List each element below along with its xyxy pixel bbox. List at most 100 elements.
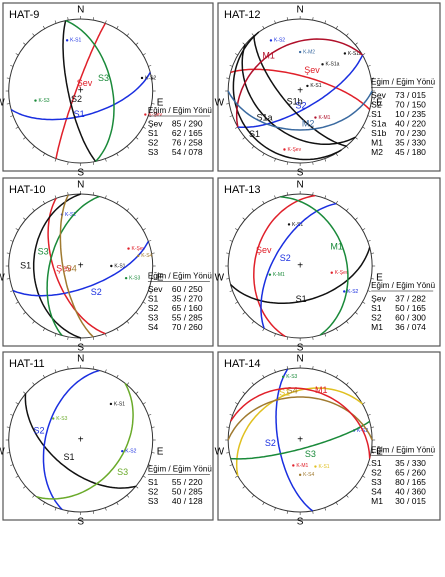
pole xyxy=(52,417,55,420)
great-circle xyxy=(24,393,137,489)
tick xyxy=(362,53,366,56)
tick xyxy=(23,42,26,45)
tick xyxy=(324,507,327,511)
compass-label: S xyxy=(77,343,84,354)
table-header: Eğim / Eğim Yönü xyxy=(148,465,212,474)
great-circle xyxy=(32,193,81,339)
pole xyxy=(65,39,69,42)
tick xyxy=(116,153,119,157)
plane-label: S1a xyxy=(256,112,272,122)
tick xyxy=(142,402,146,405)
row-value: 60 / 300 xyxy=(395,312,426,322)
compass-label: N xyxy=(77,5,84,16)
compass-label: E xyxy=(157,273,164,284)
tick xyxy=(346,208,349,212)
row-name: S1 xyxy=(371,109,382,119)
panel-border xyxy=(2,351,214,521)
great-circle xyxy=(47,197,106,335)
tick xyxy=(335,153,338,157)
pole-label: K-S1 xyxy=(114,263,125,269)
tick xyxy=(226,278,230,280)
tick xyxy=(324,20,327,24)
tick xyxy=(251,382,255,386)
tick xyxy=(286,336,288,340)
tick xyxy=(135,42,139,45)
pole-label: K-S1 xyxy=(292,222,303,228)
tick xyxy=(346,494,349,498)
tick xyxy=(367,65,371,67)
row-name: S2 xyxy=(148,137,159,147)
row-value: 50 / 285 xyxy=(172,486,203,496)
tick xyxy=(54,195,57,199)
tick xyxy=(242,391,246,394)
panel-border xyxy=(2,177,214,347)
tick xyxy=(274,507,276,511)
pole xyxy=(292,464,295,467)
tick xyxy=(286,17,288,21)
tick xyxy=(370,252,375,254)
tick xyxy=(151,426,155,428)
pole-label: K-M1 xyxy=(273,272,285,278)
row-name: Şev xyxy=(371,293,386,303)
tick xyxy=(6,426,10,428)
tick xyxy=(32,208,35,212)
compass-label: W xyxy=(215,273,225,284)
tick xyxy=(54,507,57,511)
tick xyxy=(262,200,265,204)
row-name: S1 xyxy=(148,293,159,303)
center-mark: + xyxy=(297,261,303,272)
tick xyxy=(262,502,265,506)
tick xyxy=(229,290,233,292)
plane-label: Şev xyxy=(304,65,320,75)
pole-label: K-S3 xyxy=(56,416,67,422)
tick xyxy=(335,328,338,332)
panel: HAT-12 + N E S W Şev K-Şev S2 K-S2 S1 K-S1 S1a K-S1a S… xyxy=(215,2,441,179)
tick xyxy=(367,115,371,117)
compass-label: S xyxy=(77,517,84,528)
tick xyxy=(142,301,146,304)
pole xyxy=(298,473,302,477)
tick xyxy=(346,33,349,37)
tick xyxy=(286,161,288,165)
tick xyxy=(370,452,375,454)
tick xyxy=(274,158,276,162)
table-header: Eğim / Eğim Yönü xyxy=(371,446,435,455)
plane-label: S2 xyxy=(280,253,291,263)
great-circle xyxy=(230,68,371,111)
great-circle xyxy=(10,72,151,121)
tick xyxy=(10,65,14,67)
tick xyxy=(355,137,358,140)
plane-label: M1 xyxy=(315,385,328,395)
pole xyxy=(121,449,124,453)
tick xyxy=(335,374,338,378)
compass-label: N xyxy=(297,5,304,16)
tick xyxy=(32,382,35,386)
row-name: S1 xyxy=(148,128,159,138)
pole-label: K-S1 xyxy=(70,38,81,44)
tick xyxy=(242,137,246,140)
row-name: Şev xyxy=(148,118,163,128)
row-name: S1b xyxy=(371,128,386,138)
row-name: M2 xyxy=(371,147,383,157)
tick xyxy=(312,510,314,514)
tick xyxy=(242,486,246,489)
tick xyxy=(54,333,57,337)
tick xyxy=(92,192,95,196)
tick xyxy=(324,195,327,199)
row-value: 70 / 230 xyxy=(395,128,426,138)
tick xyxy=(6,252,10,254)
great-circle xyxy=(55,22,106,159)
pole-label: K-S2 xyxy=(65,212,76,218)
tick xyxy=(312,192,314,196)
compass-label: E xyxy=(157,98,164,109)
great-circle xyxy=(253,35,347,147)
tick xyxy=(92,336,95,340)
tick xyxy=(15,475,19,478)
tick xyxy=(229,115,233,117)
tick xyxy=(10,290,14,292)
tick xyxy=(370,77,375,79)
tick xyxy=(235,228,238,231)
pole xyxy=(321,63,324,66)
row-value: 65 / 160 xyxy=(172,303,203,313)
pole-label: K-S3 xyxy=(286,374,297,380)
